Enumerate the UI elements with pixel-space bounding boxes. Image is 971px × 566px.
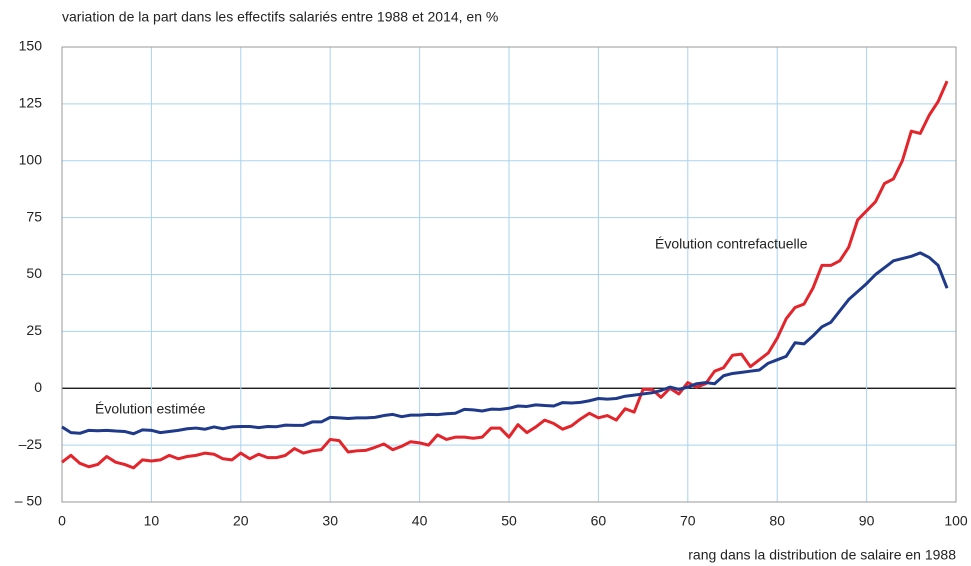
x-tick-label: 0 (58, 513, 66, 529)
y-tick-label: 100 (19, 151, 43, 167)
x-tick-label: 50 (501, 513, 517, 529)
y-tick-label: 125 (19, 95, 43, 111)
y-tick-label: 0 (34, 379, 42, 395)
series-line (61, 80, 949, 470)
x-tick-label: 90 (859, 513, 875, 529)
x-tick-label: 100 (944, 513, 968, 529)
y-tick-label: 75 (26, 208, 42, 224)
x-tick-label: 80 (769, 513, 785, 529)
plot-frame (61, 46, 957, 503)
x-tick-label: 10 (144, 513, 160, 529)
y-tick-label: 150 (19, 38, 43, 54)
series-line (61, 251, 949, 436)
y-tick-label: 50 (26, 265, 42, 281)
y-tick-label: – 50 (15, 493, 42, 509)
y-tick-label: –25 (19, 436, 43, 452)
x-axis-label: rang dans la distribution de salaire en … (688, 547, 956, 563)
x-tick-label: 30 (322, 513, 338, 529)
x-tick-label: 60 (591, 513, 607, 529)
x-tick-label: 20 (233, 513, 249, 529)
series-annotation: Évolution estimée (95, 401, 206, 417)
y-tick-label: 25 (26, 322, 42, 338)
y-axis-label: variation de la part dans les effectifs … (62, 9, 498, 25)
x-tick-label: 40 (412, 513, 428, 529)
series-annotation: Évolution contrefactuelle (655, 236, 808, 252)
x-tick-label: 70 (680, 513, 696, 529)
